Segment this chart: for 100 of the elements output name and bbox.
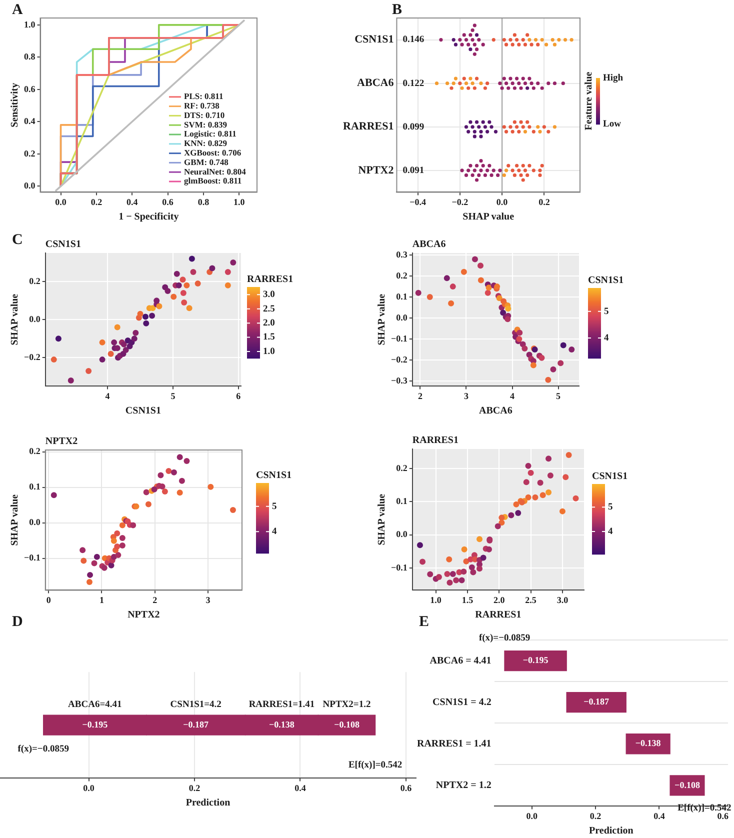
y-tick-label: ABCA6 (357, 77, 394, 90)
color-bar-label: 1.0 (263, 346, 276, 357)
annotation: 0.122 (402, 78, 424, 89)
x-axis-title: SHAP value (462, 212, 515, 223)
x-tick-label: 0.0 (55, 196, 67, 207)
y-tick-label: −0.2 (390, 354, 408, 364)
legend-label: RF: 0.738 (184, 100, 220, 111)
color-bar-label: 5 (604, 306, 609, 317)
annotation: 0.099 (402, 122, 424, 132)
color-bar-label: 4 (608, 527, 613, 538)
chart-title: RARRES1 (412, 435, 459, 446)
y-tick-label: 0.6 (24, 84, 36, 94)
x-tick-label: 2.0 (494, 594, 506, 605)
x-tick-label: 3 (464, 390, 469, 401)
color-bar-label: 5 (272, 502, 277, 512)
y-tick-label: NPTX2 (358, 164, 394, 176)
color-bar-title: CSN1S1 (256, 470, 292, 481)
y-tick-label: 0.0 (29, 314, 41, 324)
x-tick-label: 0.4 (294, 782, 306, 793)
x-tick-label: 0.2 (538, 196, 550, 207)
color-bar-label: High (603, 73, 624, 84)
data-label: −0.195 (522, 655, 549, 666)
y-tick-label: 0.0 (396, 529, 408, 540)
y-tick-label: 0.3 (396, 249, 408, 260)
text: D (12, 614, 23, 630)
y-axis-title: SHAP value (376, 293, 388, 346)
y-tick-label: 0.1 (396, 291, 408, 302)
y-tick-label: 0.0 (29, 517, 41, 528)
x-tick-label: 0.2 (90, 196, 103, 207)
y-tick-label: 0.1 (396, 496, 408, 506)
x-axis-title: Prediction (186, 798, 231, 809)
data-label: −0.138 (635, 738, 662, 748)
y-tick-label: 0.0 (396, 312, 408, 322)
annotation: f(x)=−0.0859 (18, 744, 70, 755)
y-tick-label: 0.2 (29, 276, 41, 286)
y-tick-label: 0.2 (29, 446, 41, 456)
y-tick-label: RARRES1 = 1.41 (416, 738, 492, 750)
data-label: −0.138 (269, 719, 295, 730)
x-tick-label: 0.0 (83, 782, 95, 793)
x-tick-label: 2 (152, 594, 158, 605)
color-bar-label: 2.5 (263, 304, 276, 314)
annotation: f(x)=−0.0859 (478, 633, 530, 644)
data-label: −0.108 (334, 719, 360, 730)
color-bar-label: 4 (272, 527, 277, 538)
x-tick-label: 0.2 (590, 810, 602, 821)
y-tick-label: 0.1 (29, 482, 41, 492)
x-axis-title: ABCA6 (479, 406, 512, 417)
color-bar-title: CSN1S1 (588, 275, 624, 286)
x-axis-title: CSN1S1 (125, 406, 161, 417)
y-tick-label: 0.2 (24, 148, 36, 158)
chart-title: NPTX2 (45, 436, 78, 447)
series-label: ABCA6=4.41 (68, 700, 122, 710)
x-tick-label: 4 (105, 390, 110, 401)
text: C (12, 232, 23, 248)
x-tick-label: 0.2 (188, 782, 201, 793)
data-label: −0.195 (82, 719, 108, 730)
legend-label: SVM: 0.839 (184, 119, 227, 130)
x-tick-label: 1.0 (234, 196, 246, 207)
legend-label: XGBoost: 0.706 (184, 148, 242, 158)
legend-label: PLS: 0.811 (184, 91, 224, 102)
annotation: B (392, 2, 402, 18)
data-label: −0.108 (674, 780, 700, 790)
color-bar-label: 1.5 (263, 332, 276, 343)
y-tick-label: −0.3 (390, 375, 408, 386)
x-tick-label: 2 (418, 390, 423, 401)
series-label: NPTX2=1.2 (322, 700, 371, 710)
color-bar-label: 3.0 (263, 290, 276, 300)
series-label: CSN1S1=4.2 (170, 700, 222, 710)
y-tick-label: 0.2 (396, 270, 408, 280)
color-bar-label: 4 (604, 333, 609, 344)
y-axis-title: SHAP value (10, 494, 21, 546)
x-tick-label: 2.5 (525, 594, 537, 605)
series-label: RARRES1=1.41 (248, 700, 315, 710)
legend-label: NeuralNet: 0.804 (184, 166, 247, 176)
annotation: 0.146 (402, 35, 424, 46)
x-tick-label: 0.4 (654, 810, 666, 821)
x-axis-title: RARRES1 (475, 610, 522, 621)
x-axis-title: NPTX2 (128, 610, 160, 621)
y-tick-label: RARRES1 (342, 120, 394, 133)
x-tick-label: 5 (170, 390, 176, 401)
legend-label: KNN: 0.829 (184, 138, 227, 148)
y-tick-label: 0.4 (24, 116, 36, 126)
legend-label: glmBoost: 0.811 (184, 176, 242, 186)
color-bar-title: CSN1S1 (592, 471, 628, 482)
x-tick-label: 0.0 (496, 196, 508, 207)
x-tick-label: 1 (99, 594, 104, 605)
color-bar-label: Low (603, 119, 622, 130)
y-tick-label: −0.1 (24, 552, 41, 563)
y-tick-label: CSN1S1 (354, 34, 394, 46)
x-tick-label: 0 (46, 594, 52, 605)
annotation: 0.091 (402, 166, 424, 176)
y-tick-label: −0.1 (390, 562, 408, 572)
legend-label: Logistic: 0.811 (184, 128, 236, 139)
y-tick-label: −0.2 (24, 352, 41, 362)
data-label: −0.187 (183, 719, 210, 730)
y-tick-label: 0.8 (24, 52, 36, 62)
x-tick-label: 3.0 (556, 594, 569, 605)
x-tick-label: 6 (236, 390, 242, 401)
legend-label: DTS: 0.710 (184, 110, 225, 120)
y-axis-title: SHAP value (376, 493, 388, 546)
